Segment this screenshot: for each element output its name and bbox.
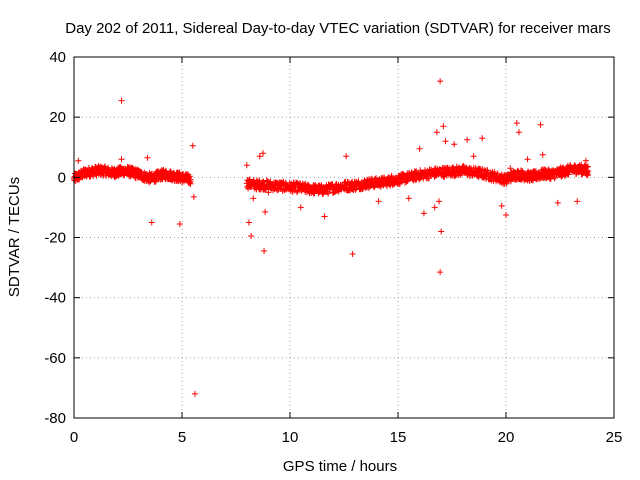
data-point	[584, 172, 591, 179]
outlier-point	[388, 172, 395, 179]
data-point	[449, 164, 456, 171]
y-tick-label: 0	[58, 169, 66, 186]
outlier-point	[433, 129, 440, 136]
data-point	[176, 169, 183, 176]
outlier-point	[437, 78, 444, 85]
data-point	[584, 163, 591, 170]
outlier-point	[190, 193, 197, 200]
outlier-point	[470, 153, 477, 160]
y-tick-label: -20	[44, 230, 66, 247]
x-tick-label: 20	[498, 429, 515, 446]
x-axis-label: GPS time / hours	[283, 458, 397, 475]
outlier-point	[513, 120, 520, 127]
outlier-point	[176, 220, 183, 227]
outlier-point	[75, 157, 82, 164]
chart-title: Day 202 of 2011, Sidereal Day-to-day VTE…	[65, 20, 610, 37]
data-point	[547, 175, 554, 182]
outlier-point	[537, 121, 544, 128]
outlier-point	[343, 153, 350, 160]
outlier-point	[442, 138, 449, 145]
outlier-point	[440, 123, 447, 130]
outlier-point	[451, 141, 458, 148]
data-point	[186, 173, 193, 180]
outlier-point	[420, 210, 427, 217]
outlier-point	[524, 156, 531, 163]
outlier-point	[539, 151, 546, 158]
outlier-point	[436, 198, 443, 205]
outlier-point	[245, 219, 252, 226]
outlier-point	[265, 189, 272, 196]
y-tick-label: -40	[44, 290, 66, 307]
outlier-point	[321, 213, 328, 220]
outlier-point	[437, 269, 444, 276]
y-tick-label: -80	[44, 410, 66, 427]
outlier-point	[375, 198, 382, 205]
outlier-point	[256, 153, 263, 160]
x-tick-label: 25	[606, 429, 623, 446]
outlier-point	[189, 142, 196, 149]
outlier-point	[574, 198, 581, 205]
outlier-point	[479, 135, 486, 142]
axis-ticks: 0 5 10 15 20 25 -80 -60 -40 -20 0 20 40	[44, 49, 622, 446]
outlier-point	[416, 145, 423, 152]
outlier-point	[431, 204, 438, 211]
data-points	[71, 78, 592, 397]
outlier-point	[464, 136, 471, 143]
data-point	[413, 168, 420, 175]
x-tick-label: 10	[282, 429, 299, 446]
x-tick-label: 15	[390, 429, 407, 446]
x-tick-label: 5	[178, 429, 186, 446]
outlier-point	[349, 251, 356, 258]
outlier-point	[261, 248, 268, 255]
data-point	[152, 177, 159, 184]
data-point	[187, 180, 194, 187]
outlier-point	[118, 97, 125, 104]
data-point	[267, 178, 274, 185]
data-point	[558, 173, 565, 180]
outlier-point	[503, 211, 509, 218]
outlier-point	[260, 150, 266, 157]
outlier-point	[243, 162, 250, 169]
y-tick-label: 40	[49, 49, 66, 66]
outlier-point	[148, 219, 155, 226]
data-point	[325, 190, 332, 197]
outlier-point	[515, 129, 522, 136]
outlier-point	[438, 228, 445, 235]
outlier-point	[554, 199, 561, 206]
outlier-point	[118, 156, 125, 163]
x-tick-label: 0	[70, 429, 78, 446]
outlier-point	[191, 390, 198, 397]
y-tick-label: 20	[49, 109, 66, 126]
y-tick-label: -60	[44, 350, 66, 367]
outlier-point	[248, 232, 255, 239]
data-point	[256, 177, 263, 184]
outlier-point	[297, 204, 304, 211]
outlier-point	[498, 202, 505, 209]
data-point	[565, 171, 572, 178]
outlier-point	[144, 154, 151, 161]
outlier-point	[507, 165, 514, 172]
outlier-point	[582, 157, 589, 164]
outlier-point	[250, 195, 257, 202]
grid-layer	[74, 57, 614, 418]
outlier-point	[405, 195, 412, 202]
y-axis-label: SDTVAR / TECUs	[6, 177, 23, 297]
outlier-point	[262, 208, 269, 215]
